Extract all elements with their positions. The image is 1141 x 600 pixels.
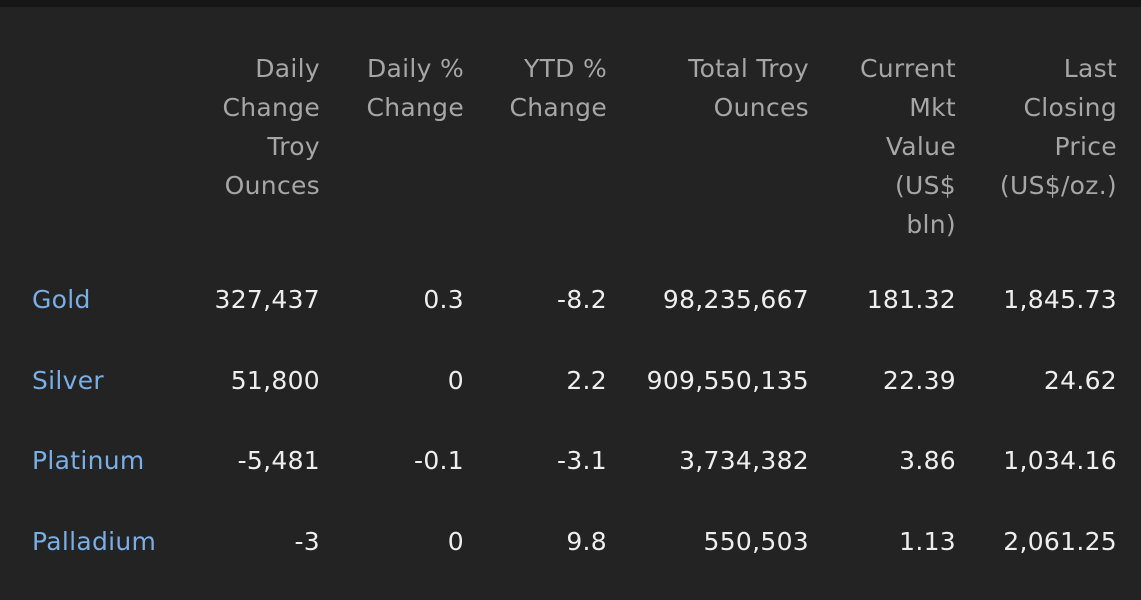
mkt-value-cell: 22.39 [882,365,956,395]
metal-link-gold[interactable]: Gold [32,285,91,314]
last-price-cell: 1,845.73 [1003,285,1117,314]
last-price-cell: 2,061.25 [1003,526,1117,556]
ytd-pct-cell: -3.1 [557,446,607,476]
table-body: Gold 327,437 0.3 -8.2 98,235,667 181.32 … [0,259,1141,582]
table-header: Daily Change Troy Ounces Daily % Change … [0,7,1141,259]
mkt-value-cell: 1.13 [899,526,956,556]
daily-change-oz-cell: 327,437 [214,285,320,314]
last-price-cell: 1,034.16 [1003,446,1117,476]
header-daily-pct-change: Daily % Change [366,54,464,122]
ytd-pct-cell: 9.8 [566,526,607,556]
header-metal [0,7,180,259]
mkt-value-cell: 3.86 [899,446,956,476]
last-price-cell: 24.62 [1043,365,1117,395]
table-row: Palladium -3 0 9.8 550,503 1.13 2,061.25 [0,501,1141,582]
total-oz-cell: 3,734,382 [679,446,809,476]
metals-holdings-table-container: Daily Change Troy Ounces Daily % Change … [0,7,1141,600]
metal-link-palladium[interactable]: Palladium [32,526,157,556]
total-oz-cell: 98,235,667 [662,285,809,314]
header-current-mkt-value: Current Mkt Value (US$ bln) [860,54,956,239]
daily-change-oz-cell: 51,800 [230,365,320,395]
daily-pct-cell: 0 [447,365,464,395]
ytd-pct-cell: -8.2 [557,285,607,314]
mkt-value-cell: 181.32 [866,285,956,314]
daily-pct-cell: -0.1 [414,446,464,476]
metal-link-silver[interactable]: Silver [32,365,105,395]
daily-pct-cell: 0 [447,526,464,556]
total-oz-cell: 909,550,135 [646,365,809,395]
header-ytd-pct-change: YTD % Change [509,54,607,122]
ytd-pct-cell: 2.2 [566,365,607,395]
header-last-closing-price: Last Closing Price (US$/oz.) [999,54,1117,200]
total-oz-cell: 550,503 [703,526,809,556]
header-daily-change-troy-ounces: Daily Change Troy Ounces [222,54,320,200]
header-total-troy-ounces: Total Troy Ounces [688,54,809,122]
top-border-strip [0,0,1141,7]
daily-change-oz-cell: -5,481 [237,446,320,476]
daily-change-oz-cell: -3 [294,526,320,556]
metals-holdings-table: Daily Change Troy Ounces Daily % Change … [0,7,1141,582]
metal-link-platinum[interactable]: Platinum [32,446,145,476]
header-row: Daily Change Troy Ounces Daily % Change … [0,7,1141,259]
daily-pct-cell: 0.3 [423,285,464,314]
table-row: Platinum -5,481 -0.1 -3.1 3,734,382 3.86… [0,421,1141,502]
table-row: Silver 51,800 0 2.2 909,550,135 22.39 24… [0,340,1141,421]
table-row: Gold 327,437 0.3 -8.2 98,235,667 181.32 … [0,259,1141,340]
